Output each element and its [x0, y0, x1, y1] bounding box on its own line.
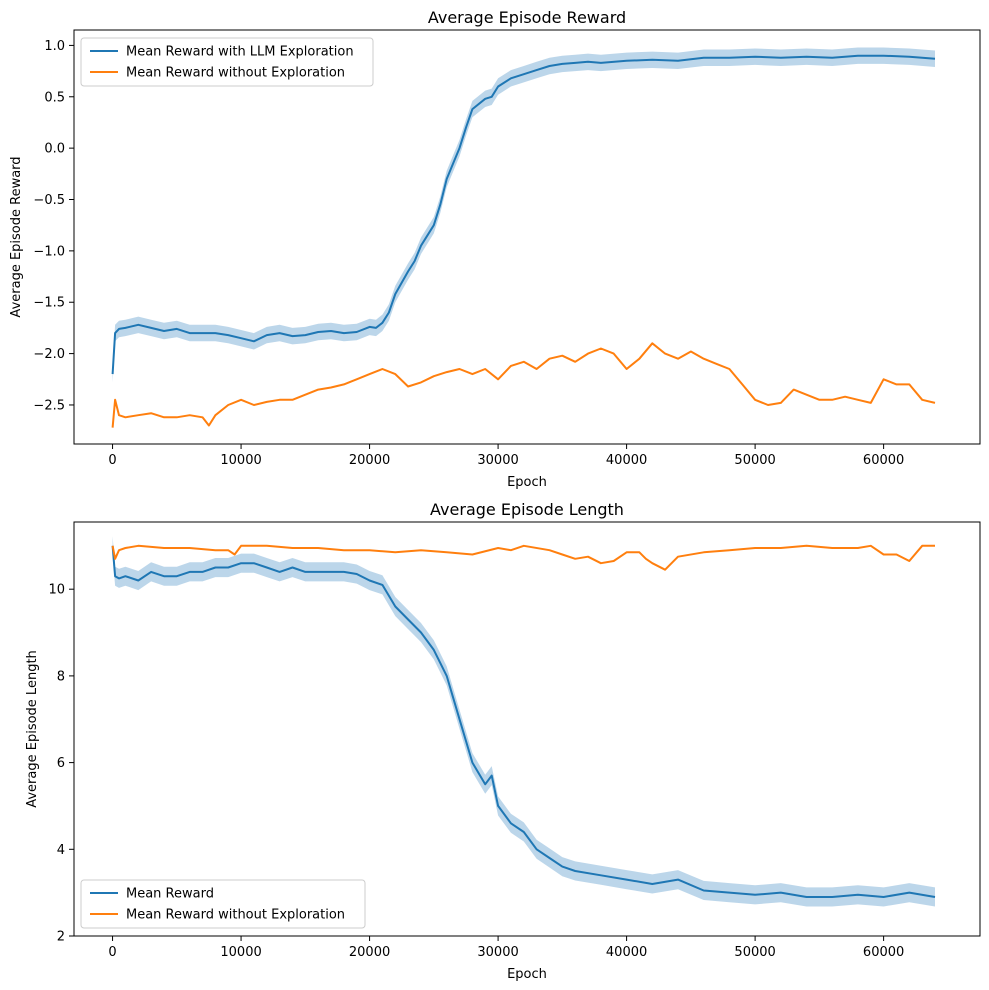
- legend-box: [80, 37, 374, 87]
- legend-label: Mean Reward: [126, 887, 214, 902]
- series-line: [111, 545, 936, 898]
- x-tick-label: 30000: [477, 945, 518, 960]
- x-tick-label: 40000: [606, 453, 647, 468]
- x-tick-label: 30000: [477, 453, 518, 468]
- x-tick-label: 60000: [863, 945, 904, 960]
- chart-title: Average Episode Length: [430, 500, 624, 519]
- y-tick-label: 6: [57, 756, 65, 771]
- y-tick-label: 8: [57, 669, 65, 684]
- legend-label: Mean Reward without Exploration: [126, 908, 345, 923]
- series-line: [111, 544, 935, 571]
- series-line: [111, 342, 936, 428]
- plot-area: [74, 522, 980, 936]
- axes-frame: [73, 29, 981, 445]
- x-tick-label: 20000: [349, 945, 390, 960]
- x-tick-label: 40000: [606, 945, 647, 960]
- y-tick-label: 0.5: [44, 90, 65, 105]
- y-axis-label: Average Episode Length: [25, 650, 40, 808]
- x-tick-label: 50000: [734, 945, 775, 960]
- x-tick-label: 10000: [220, 945, 261, 960]
- x-tick-label: 0: [108, 453, 116, 468]
- y-tick-label: 0.0: [44, 142, 65, 157]
- y-tick-label: 1.0: [44, 39, 65, 54]
- y-tick-label: −0.5: [33, 193, 65, 208]
- legend-box: [80, 879, 366, 929]
- x-tick-label: 0: [108, 945, 116, 960]
- y-tick-label: 4: [57, 843, 65, 858]
- legend-label: Mean Reward with LLM Exploration: [126, 45, 354, 60]
- axes-frame: [73, 521, 981, 937]
- chart-title: Average Episode Reward: [428, 8, 626, 27]
- y-axis-label: Average Episode Reward: [9, 156, 24, 317]
- x-axis-label: Epoch: [507, 475, 547, 490]
- y-tick-label: 2: [57, 930, 65, 945]
- x-tick-label: 60000: [863, 453, 904, 468]
- x-tick-label: 10000: [220, 453, 261, 468]
- y-tick-label: −1.5: [33, 296, 65, 311]
- x-tick-label: 20000: [349, 453, 390, 468]
- y-tick-label: −1.0: [33, 244, 65, 259]
- plot-area: [74, 30, 980, 444]
- x-tick-label: 50000: [734, 453, 775, 468]
- y-tick-label: −2.0: [33, 347, 65, 362]
- series-line: [111, 54, 936, 375]
- y-tick-label: −2.5: [33, 398, 65, 413]
- y-tick-label: 10: [48, 583, 65, 598]
- x-axis-label: Epoch: [507, 967, 547, 982]
- legend-label: Mean Reward without Exploration: [126, 66, 345, 81]
